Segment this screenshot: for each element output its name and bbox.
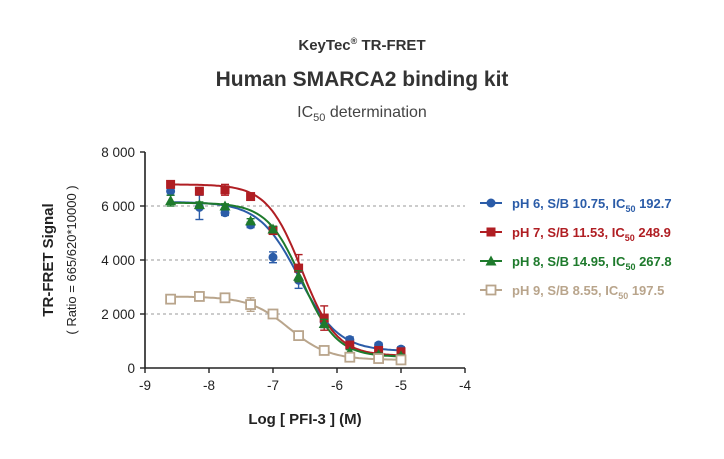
legend-label: pH 7, S/B 11.53, IC50 248.9 xyxy=(512,225,671,243)
data-point xyxy=(345,340,355,350)
data-point xyxy=(293,270,305,281)
registered-mark: ® xyxy=(350,36,358,46)
data-point xyxy=(165,195,177,206)
legend-marker xyxy=(485,255,497,266)
data-point xyxy=(344,351,356,363)
x-tick-label: -6 xyxy=(331,378,343,393)
data-point xyxy=(245,299,257,310)
x-tick-label: -7 xyxy=(267,378,279,393)
data-point xyxy=(373,353,385,364)
data-point xyxy=(294,263,304,273)
legend-marker xyxy=(486,227,496,237)
fit-curve xyxy=(170,295,401,361)
y-tick-label: 2 000 xyxy=(101,307,135,322)
legend-label: pH 8, S/B 14.95, IC50 267.8 xyxy=(512,254,672,272)
brand-suffix: TR-FRET xyxy=(357,37,426,54)
data-point xyxy=(395,354,407,366)
data-point xyxy=(219,292,231,304)
legend-marker xyxy=(485,284,497,296)
brand-name: KeyTec xyxy=(298,37,351,54)
data-point xyxy=(194,186,204,196)
fit-curve xyxy=(170,201,402,352)
data-point xyxy=(318,317,330,328)
data-point xyxy=(268,252,278,262)
data-point xyxy=(293,330,305,342)
data-point xyxy=(220,185,230,195)
y-axis-label: TR-FRET Signal xyxy=(40,203,57,316)
y-tick-label: 4 000 xyxy=(101,253,135,268)
data-point xyxy=(267,308,279,320)
x-axis-label: Log [ PFI-3 ] (M) xyxy=(248,411,361,428)
data-point xyxy=(246,192,256,202)
x-tick-label: -9 xyxy=(139,378,151,393)
subtitle-suffix: determination xyxy=(325,104,427,121)
data-point xyxy=(318,345,330,356)
fit-curve xyxy=(170,201,401,358)
legend-label: pH 9, S/B 8.55, IC50 197.5 xyxy=(512,283,664,301)
chart-title: Human SMARCA2 binding kit xyxy=(215,68,509,91)
fit-curve xyxy=(170,183,402,357)
data-point xyxy=(193,199,205,210)
y-tick-label: 8 000 xyxy=(101,145,135,160)
data-point xyxy=(193,291,205,302)
brand-title: KeyTec® TR-FRET xyxy=(0,36,724,54)
chart-subtitle: IC50 determination xyxy=(0,104,724,124)
data-point xyxy=(219,200,231,211)
legend-label: pH 6, S/B 10.75, IC50 192.7 xyxy=(512,196,672,214)
y-axis-sublabel: ( Ratio = 665/620*10000 ) xyxy=(64,185,79,334)
x-tick-label: -8 xyxy=(203,378,215,393)
subtitle-subscript: 50 xyxy=(313,112,326,125)
y-tick-label: 6 000 xyxy=(101,199,135,214)
data-point xyxy=(245,215,257,226)
x-tick-label: -5 xyxy=(395,378,407,393)
y-tick-label: 0 xyxy=(127,361,135,376)
subtitle-prefix: IC xyxy=(297,104,314,121)
data-point xyxy=(267,223,279,234)
legend-marker xyxy=(486,198,496,208)
data-point xyxy=(166,179,176,189)
x-tick-label: -4 xyxy=(459,378,471,393)
data-point xyxy=(165,293,177,305)
